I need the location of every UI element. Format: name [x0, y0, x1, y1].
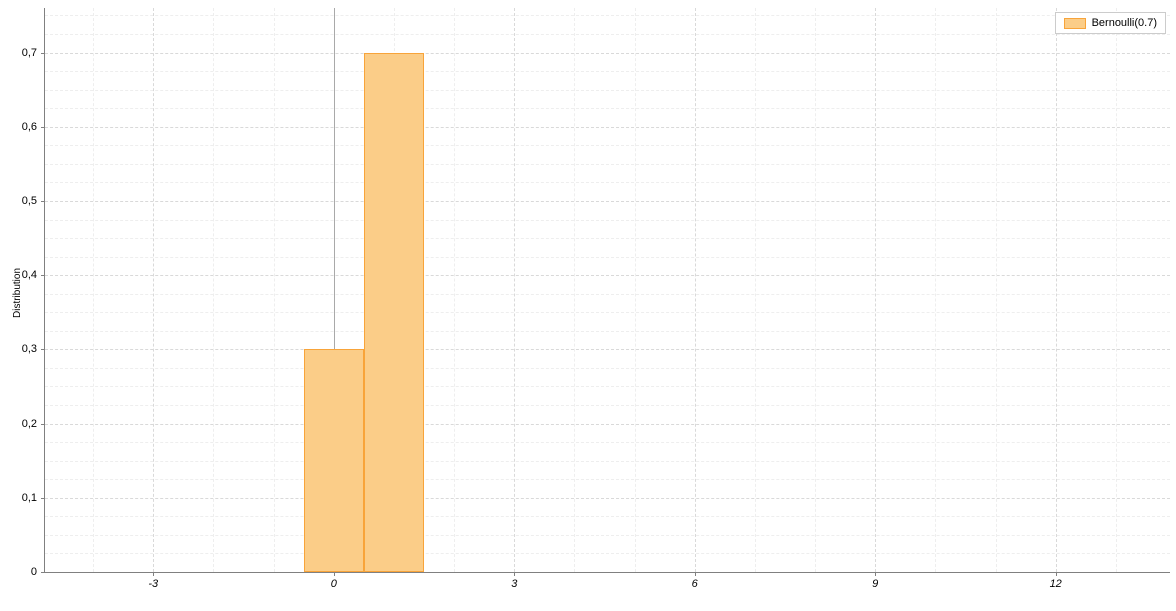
y-tick-label: 0,4: [22, 269, 37, 281]
x-tick-label: 12: [1050, 578, 1062, 590]
grid-v-minor: [213, 8, 214, 572]
y-tick-label: 0,5: [22, 195, 37, 207]
y-tick: [41, 275, 45, 276]
x-tick: [514, 572, 515, 576]
y-tick-label: 0,7: [22, 47, 37, 59]
x-tick: [695, 572, 696, 576]
grid-v-major: [153, 8, 154, 572]
y-tick-label: 0,3: [22, 343, 37, 355]
x-tick-label: 9: [872, 578, 878, 590]
grid-v-major: [875, 8, 876, 572]
plot-area: [45, 8, 1170, 572]
x-tick-label: 6: [692, 578, 698, 590]
y-tick: [41, 498, 45, 499]
grid-v-minor: [93, 8, 94, 572]
grid-v-minor: [815, 8, 816, 572]
x-tick-label: -3: [148, 578, 158, 590]
grid-v-minor: [935, 8, 936, 572]
y-axis-line: [44, 8, 45, 573]
x-axis-line: [45, 572, 1170, 573]
grid-v-minor: [454, 8, 455, 572]
x-tick-label: 3: [511, 578, 517, 590]
grid-v-minor: [274, 8, 275, 572]
bar: [364, 53, 424, 572]
y-tick-label: 0,2: [22, 418, 37, 430]
y-tick-label: 0: [31, 566, 37, 578]
grid-v-minor: [1116, 8, 1117, 572]
grid-v-major: [514, 8, 515, 572]
y-tick: [41, 53, 45, 54]
y-tick-label: 0,1: [22, 492, 37, 504]
grid-v-minor: [635, 8, 636, 572]
y-tick: [41, 127, 45, 128]
bar: [304, 349, 364, 572]
grid-v-minor: [755, 8, 756, 572]
x-tick: [334, 572, 335, 576]
grid-v-major: [695, 8, 696, 572]
x-tick: [1056, 572, 1057, 576]
x-tick-label: 0: [331, 578, 337, 590]
x-tick: [875, 572, 876, 576]
grid-v-minor: [574, 8, 575, 572]
y-tick: [41, 349, 45, 350]
grid-v-major: [1056, 8, 1057, 572]
legend: Bernoulli(0.7): [1055, 12, 1166, 34]
legend-label: Bernoulli(0.7): [1092, 17, 1157, 29]
y-tick: [41, 572, 45, 573]
legend-swatch: [1064, 18, 1086, 29]
y-tick: [41, 424, 45, 425]
x-tick: [153, 572, 154, 576]
y-tick-label: 0,6: [22, 121, 37, 133]
chart-container: Bernoulli(0.7) Distribution -303691200,1…: [0, 0, 1176, 611]
y-tick: [41, 201, 45, 202]
grid-v-minor: [996, 8, 997, 572]
